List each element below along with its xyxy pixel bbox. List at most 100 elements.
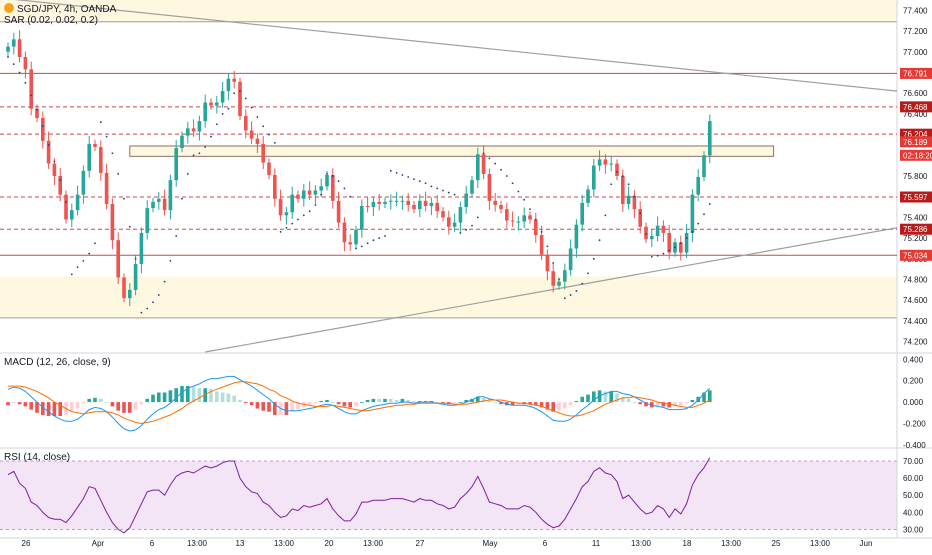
candle-body <box>46 140 51 164</box>
macd-histogram-bar <box>313 402 318 404</box>
sar-dot <box>703 213 705 216</box>
sar-dot <box>244 97 247 100</box>
price-badge[interactable] <box>900 67 932 79</box>
sar-dot <box>297 218 299 221</box>
price-tick-label: 77.200 <box>903 27 928 36</box>
sar-dot <box>708 203 711 205</box>
sar-dot <box>181 197 183 200</box>
sar-dot <box>123 197 125 200</box>
descending-trendline[interactable] <box>0 0 898 92</box>
ascending-trendline[interactable] <box>205 227 898 353</box>
sar-dot <box>436 187 439 190</box>
sar-dot <box>418 180 421 183</box>
price-badge[interactable] <box>900 101 932 113</box>
sar-dot <box>627 183 630 186</box>
rsi-tick-label: 50.00 <box>903 491 924 500</box>
sar-dot <box>24 81 27 84</box>
macd-label: MACD (12, 26, close, 9) <box>4 357 111 368</box>
candle-body <box>574 224 579 249</box>
candle-body <box>220 91 225 103</box>
rsi-band <box>0 460 897 530</box>
macd-histogram-bar <box>580 396 584 403</box>
sar-dot <box>331 175 334 177</box>
price-badge[interactable] <box>900 223 932 235</box>
price-badge[interactable] <box>900 249 932 261</box>
candle-body <box>145 208 149 233</box>
candle-body <box>255 138 260 144</box>
macd-histogram-bar <box>139 402 144 405</box>
sar-dot <box>656 254 659 257</box>
price-badge[interactable] <box>900 136 932 148</box>
macd-legend[interactable]: MACD (12, 26, close, 9) <box>4 357 111 369</box>
candle-body <box>557 281 561 286</box>
candle-body <box>470 180 474 194</box>
candle-body <box>75 194 80 211</box>
price-badge[interactable] <box>900 128 932 140</box>
sar-dot <box>482 152 485 155</box>
macd-histogram-bar <box>267 402 271 412</box>
macd-histogram-bar <box>481 397 486 403</box>
time-tick-label: 18 <box>683 539 692 548</box>
symbol-legend[interactable]: SGD/JPY, 4h, OANDA <box>4 3 116 16</box>
macd-histogram-bar <box>690 399 695 403</box>
sar-dot <box>604 214 607 217</box>
price-tick-label: 77.000 <box>903 48 928 57</box>
macd-histogram-bar <box>255 402 260 409</box>
sar-dot <box>65 200 67 203</box>
sar-dot <box>621 175 624 177</box>
sar-dot <box>302 214 305 217</box>
sar-dot <box>494 162 497 165</box>
sar-dot <box>558 278 560 281</box>
range-rectangle[interactable] <box>129 145 775 157</box>
sar-dot <box>117 173 120 175</box>
price-badge[interactable] <box>900 191 932 203</box>
candle-body <box>29 69 33 109</box>
candle-body <box>621 176 625 204</box>
candle-body <box>690 194 695 233</box>
candle-body <box>174 148 178 181</box>
price-badge-label: 76.189 <box>903 138 928 147</box>
sar-dot <box>505 175 508 177</box>
candle-body <box>232 78 236 82</box>
macd-tick-label: 0.400 <box>903 355 924 364</box>
macd-histogram-bar <box>679 402 683 406</box>
macd-histogram-bar <box>220 392 225 403</box>
sar-dot <box>592 257 595 260</box>
macd-histogram-bar <box>232 395 236 403</box>
macd-histogram-bar <box>99 398 103 403</box>
macd-histogram-bar <box>574 401 579 403</box>
macd-histogram-bar <box>615 393 619 403</box>
candle-body <box>139 232 144 264</box>
sar-dot <box>517 190 520 193</box>
time-tick-label: 13 <box>236 539 245 548</box>
sar-dot <box>563 297 566 300</box>
rsi-legend[interactable]: RSI (14, close) <box>4 452 70 464</box>
candle-body <box>180 135 184 149</box>
candle-body <box>505 209 509 221</box>
sar-dot <box>279 231 282 233</box>
sar-dot <box>76 266 79 269</box>
rsi-tick-label: 40.00 <box>903 508 924 517</box>
macd-histogram-bar <box>464 399 468 403</box>
macd-histogram-bar <box>510 402 515 406</box>
time-tick-label: 27 <box>416 539 425 548</box>
macd-histogram-bar <box>412 401 416 403</box>
sar-dot <box>47 144 50 146</box>
sar-dot <box>476 216 479 219</box>
macd-histogram-bar <box>383 398 387 403</box>
rsi-tick-label: 70.00 <box>903 457 924 466</box>
sar-dot <box>140 311 143 314</box>
time-tick-label: 13:00 <box>721 539 742 548</box>
sar-dot <box>389 169 392 172</box>
macd-histogram-bar <box>81 402 86 404</box>
sar-dot <box>41 125 44 128</box>
sar-legend[interactable]: SAR (0.02, 0.02, 0.2) <box>4 15 98 27</box>
sar-dot <box>360 245 363 248</box>
sar-dot <box>227 107 230 110</box>
macd-histogram-bar <box>348 402 352 408</box>
sar-dot <box>7 56 9 58</box>
candle-body <box>441 211 445 218</box>
price-badge[interactable] <box>900 149 932 161</box>
macd-histogram-bar <box>145 398 149 403</box>
